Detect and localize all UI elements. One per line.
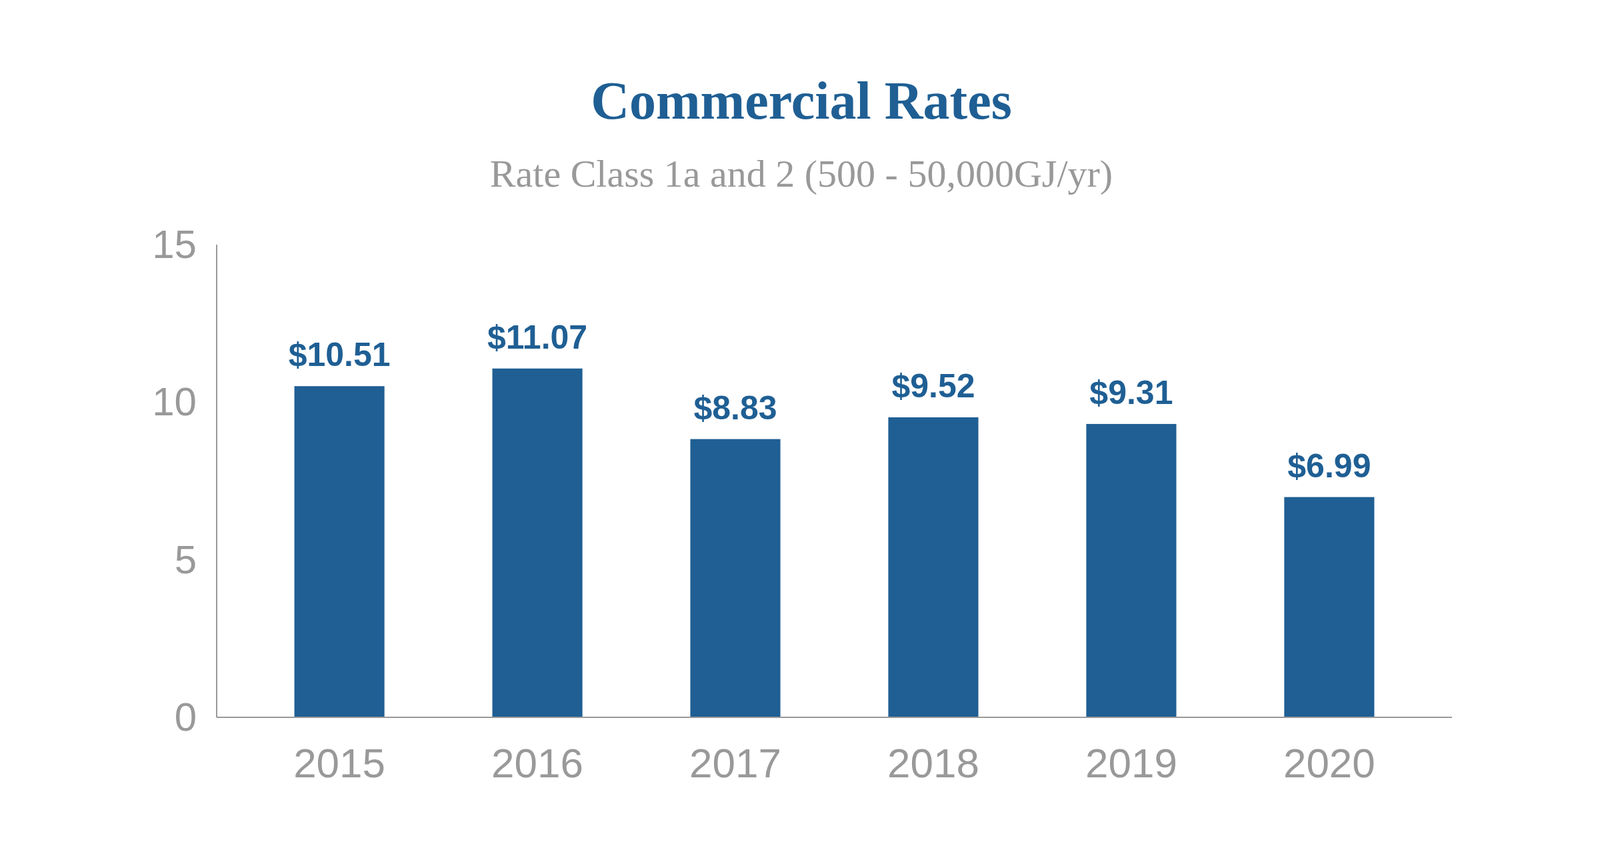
x-tick-label: 2017 (689, 740, 782, 786)
title: Commercial Rates (590, 71, 1012, 130)
bar (690, 439, 780, 718)
y-tick-label: 10 (152, 379, 197, 424)
x-axis (216, 716, 1452, 718)
data-label: $8.83 (693, 389, 777, 427)
x-tick-label: 2019 (1085, 740, 1178, 786)
bars (294, 368, 1375, 718)
chart-container: Commercial Rates Rate Class 1a and 2 (500… (0, 0, 1600, 850)
y-axis (216, 244, 218, 718)
chart-svg: Commercial Rates Rate Class 1a and 2 (500… (0, 0, 1600, 850)
bar (1284, 497, 1374, 718)
bar (1086, 424, 1176, 718)
y-tick-label: 15 (152, 222, 197, 267)
data-label: $9.31 (1089, 374, 1173, 412)
y-tick-label: 5 (174, 537, 197, 582)
bar (492, 368, 583, 718)
x-tick-label: 2018 (887, 740, 980, 786)
data-label: $6.99 (1287, 447, 1371, 485)
bar (888, 417, 978, 718)
x-tick-label: 2016 (491, 740, 584, 786)
data-label: $11.07 (487, 318, 588, 356)
y-tick-label: 0 (174, 694, 197, 740)
x-tick-label: 2015 (293, 740, 386, 786)
bar (294, 386, 385, 718)
data-label: $9.52 (891, 367, 975, 405)
x-tick-label: 2020 (1283, 740, 1376, 786)
data-label: $10.51 (288, 336, 391, 374)
subtitle: Rate Class 1a and 2 (500 - 50,000GJ/yr) (490, 152, 1113, 196)
